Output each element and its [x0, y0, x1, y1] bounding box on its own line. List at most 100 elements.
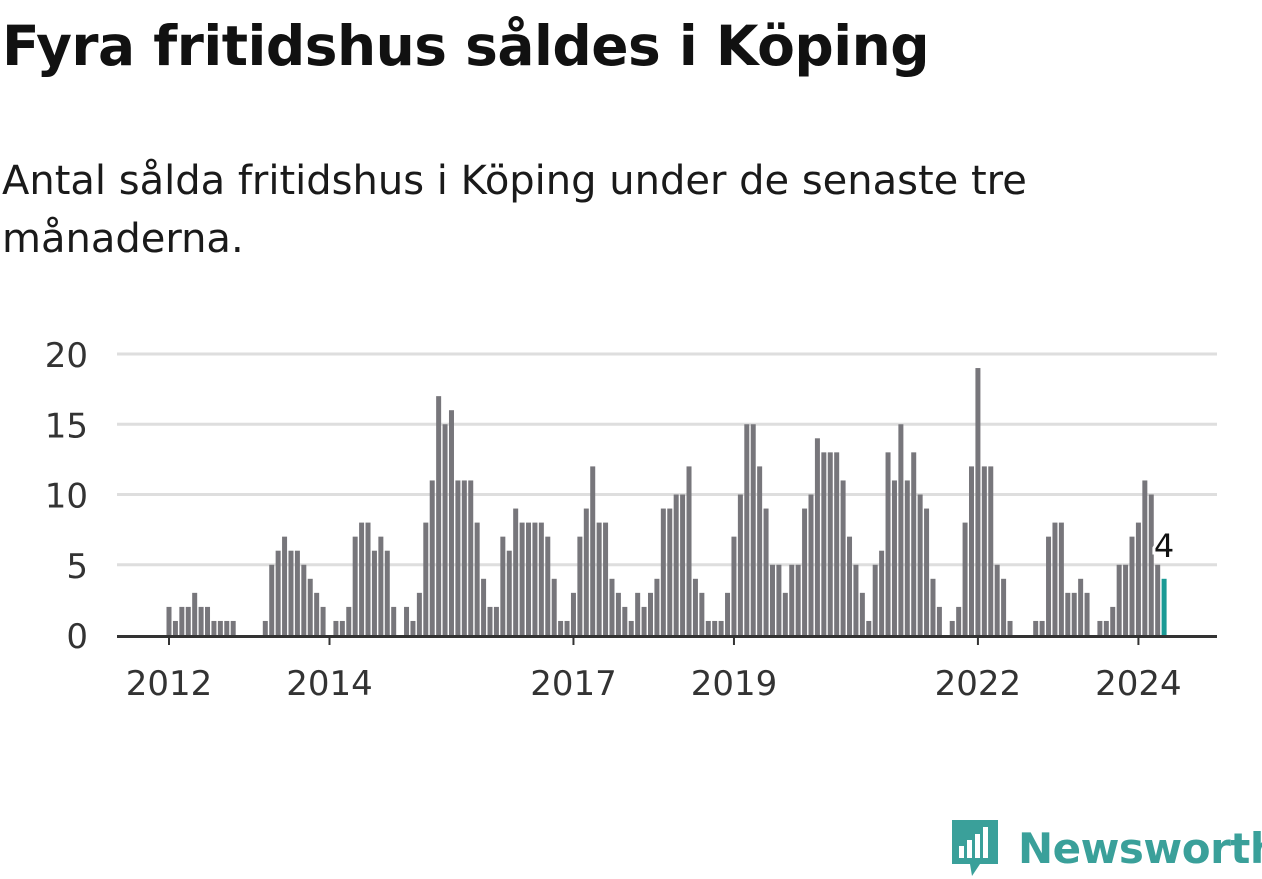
- bar: [769, 564, 775, 635]
- bar: [994, 564, 1000, 635]
- data-label-latest: 4: [1154, 527, 1174, 565]
- bar: [455, 480, 461, 635]
- bar: [1046, 536, 1052, 635]
- bar: [904, 480, 910, 635]
- bar-latest: [1161, 578, 1167, 635]
- bar: [519, 522, 525, 635]
- bar: [712, 620, 718, 635]
- bar: [532, 522, 538, 635]
- bar: [384, 550, 390, 635]
- bar: [814, 438, 820, 635]
- bar: [294, 550, 300, 635]
- bar: [365, 522, 371, 635]
- bar: [275, 550, 281, 635]
- bar: [423, 522, 429, 635]
- bar: [1148, 494, 1154, 635]
- x-axis: 2012 2014 2017 2019 2022 2024: [117, 635, 1217, 704]
- bar: [1135, 522, 1141, 635]
- bar: [583, 508, 589, 635]
- bar: [301, 564, 307, 635]
- bar: [1142, 480, 1148, 635]
- bar: [808, 494, 814, 635]
- y-tick-label: 0: [66, 617, 88, 657]
- newsworthy-logo-icon: [952, 820, 998, 876]
- y-tick-label: 5: [66, 547, 88, 587]
- bar: [474, 522, 480, 635]
- bar: [346, 606, 352, 635]
- bar: [577, 536, 583, 635]
- bar: [1123, 564, 1129, 635]
- bar: [763, 508, 769, 635]
- bar: [648, 592, 653, 635]
- y-axis-ticks: 0 5 10 15 20: [45, 336, 88, 657]
- brand-name: Newsworthy: [1018, 823, 1262, 873]
- chart-title: Fyra fritidshus såldes i Köping: [2, 14, 930, 78]
- bar: [461, 480, 467, 635]
- bar: [962, 522, 968, 635]
- bar: [205, 606, 211, 635]
- newsworthy-logo[interactable]: Newsworthy: [950, 818, 1262, 878]
- bar: [673, 494, 679, 635]
- bar: [198, 606, 204, 635]
- bar: [590, 466, 596, 635]
- bar: [834, 452, 840, 635]
- x-tick-label: 2019: [691, 664, 778, 704]
- bar: [821, 452, 827, 635]
- bar: [269, 564, 275, 635]
- bar: [866, 620, 872, 635]
- gridlines: [117, 352, 1217, 567]
- bar: [1110, 606, 1116, 635]
- bar: [949, 620, 955, 635]
- bar: [975, 368, 981, 635]
- x-tick-label: 2024: [1095, 664, 1182, 704]
- bar: [404, 606, 410, 635]
- bar: [936, 606, 942, 635]
- x-tick-label: 2012: [126, 664, 213, 704]
- bar: [172, 620, 178, 635]
- bar: [603, 522, 609, 635]
- bar: [615, 592, 621, 635]
- bar: [660, 508, 666, 635]
- bar: [1039, 620, 1045, 635]
- bar: [442, 424, 448, 635]
- bar: [686, 466, 692, 635]
- bar: [352, 536, 358, 635]
- bar: [891, 480, 897, 635]
- bar: [282, 536, 288, 635]
- bar: [885, 452, 891, 635]
- bar: [179, 606, 185, 635]
- bar: [359, 522, 365, 635]
- bar: [776, 564, 782, 635]
- bar: [371, 550, 377, 635]
- bar: [680, 494, 686, 635]
- y-tick-label: 10: [45, 477, 88, 517]
- bar: [628, 620, 634, 635]
- bar: [487, 606, 493, 635]
- bar: [564, 620, 570, 635]
- bar: [1103, 620, 1109, 635]
- bar: [718, 620, 724, 635]
- bar: [1052, 522, 1058, 635]
- bar: [1071, 592, 1077, 635]
- x-tick-label: 2022: [935, 664, 1022, 704]
- bar: [468, 480, 474, 635]
- bar: [1007, 620, 1013, 635]
- bar: [1065, 592, 1071, 635]
- bar: [654, 578, 660, 635]
- bar: [192, 592, 198, 635]
- bar: [635, 592, 641, 635]
- bar: [570, 592, 576, 635]
- bar: [802, 508, 808, 635]
- bar: [224, 620, 230, 635]
- bar: [211, 620, 217, 635]
- bar: [795, 564, 801, 635]
- bar: [429, 480, 435, 635]
- bar: [500, 536, 506, 635]
- bar: [981, 466, 987, 635]
- bar: [956, 606, 962, 635]
- bar: [1097, 620, 1103, 635]
- data-labels: 4: [1151, 524, 1177, 568]
- bar: [725, 592, 731, 635]
- bar: [538, 522, 544, 635]
- bar: [596, 522, 602, 635]
